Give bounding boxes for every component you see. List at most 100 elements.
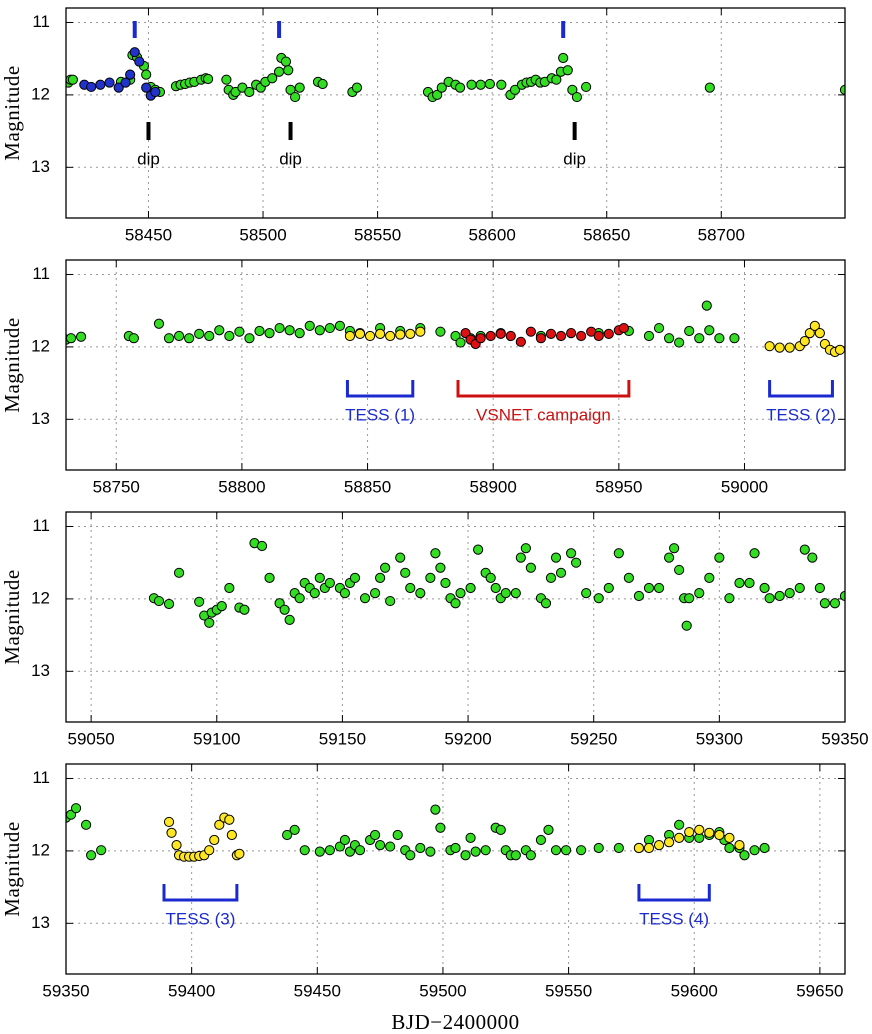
data-point	[809, 320, 820, 331]
data-point	[551, 74, 562, 85]
data-point	[125, 69, 136, 80]
data-point	[284, 325, 295, 336]
data-point	[535, 333, 547, 344]
data-point	[555, 330, 567, 342]
data-point	[364, 330, 376, 342]
data-point	[525, 562, 536, 573]
data-point	[814, 328, 825, 339]
data-point	[581, 588, 592, 599]
data-point	[290, 91, 301, 103]
data-point	[425, 572, 436, 583]
data-point	[834, 344, 845, 355]
y-tick-label: 13	[31, 913, 50, 932]
x-tick-label: 59150	[319, 729, 366, 748]
data-point	[749, 845, 760, 856]
data-point	[674, 564, 685, 576]
data-point	[440, 577, 451, 589]
data-point	[432, 89, 443, 100]
data-point	[204, 330, 215, 342]
data-point	[774, 342, 785, 353]
data-point	[653, 322, 665, 334]
x-tick-label: 59500	[419, 981, 466, 1000]
data-point	[66, 333, 77, 344]
data-point	[299, 845, 310, 856]
data-point	[385, 330, 396, 342]
data-point	[653, 582, 665, 594]
data-point	[95, 79, 106, 90]
data-point	[784, 588, 795, 599]
data-point	[264, 572, 275, 583]
x-tick-label: 59450	[294, 981, 341, 1000]
data-point	[244, 86, 255, 98]
data-point	[674, 832, 685, 843]
data-point	[643, 842, 655, 854]
data-point	[540, 598, 552, 609]
data-point	[764, 341, 775, 352]
bracket-label: TESS (1)	[345, 405, 415, 424]
data-point	[663, 552, 675, 563]
data-point	[153, 318, 165, 329]
data-point	[67, 74, 78, 85]
data-point	[490, 582, 501, 594]
data-point	[509, 84, 521, 95]
data-point	[694, 333, 705, 344]
data-point	[380, 562, 391, 573]
points	[148, 538, 845, 631]
data-point	[166, 827, 177, 838]
data-point	[75, 331, 87, 342]
data-point	[804, 328, 815, 339]
data-point	[280, 56, 292, 67]
x-tick-label: 59000	[721, 477, 768, 496]
x-tick-label: 58650	[583, 225, 630, 244]
data-point	[485, 330, 496, 342]
data-point	[663, 333, 675, 344]
data-point	[317, 78, 328, 90]
data-point	[674, 337, 685, 348]
data-point	[613, 842, 624, 854]
data-point	[565, 548, 577, 559]
data-point	[354, 328, 366, 339]
data-point	[450, 598, 461, 609]
plot-frame	[65, 259, 846, 471]
data-point	[153, 595, 165, 607]
data-point	[839, 590, 845, 602]
x-tick-label: 59300	[696, 729, 743, 748]
data-point	[764, 593, 775, 604]
data-point	[814, 582, 825, 594]
data-point	[395, 329, 406, 340]
data-point	[603, 582, 614, 594]
data-point	[70, 803, 82, 814]
data-point	[520, 543, 531, 554]
panel: 58450 58500 58550 58600 58650 58700 11 12 13 Magn…	[0, 7, 846, 244]
data-point	[510, 850, 521, 861]
data-point	[314, 325, 325, 336]
data-point	[794, 582, 805, 594]
data-point	[784, 342, 795, 353]
x-tick-label: 58800	[218, 477, 265, 496]
data-point	[395, 552, 406, 563]
data-point	[194, 328, 205, 339]
data-point	[663, 837, 675, 848]
data-point	[129, 47, 140, 58]
data-point	[128, 333, 139, 344]
data-point	[339, 834, 351, 846]
data-point	[239, 604, 250, 615]
data-point	[473, 544, 484, 555]
x-tick-label: 59050	[67, 729, 114, 748]
data-point	[375, 840, 386, 851]
data-point	[369, 829, 381, 841]
data-point	[264, 328, 275, 339]
data-point	[734, 840, 745, 851]
data-point	[216, 601, 227, 612]
data-point	[567, 84, 578, 95]
data-point	[184, 333, 195, 344]
bracket-label: TESS (2)	[766, 405, 836, 424]
data-point	[749, 548, 760, 559]
data-point	[173, 330, 185, 342]
x-tick-label: 58700	[698, 225, 745, 244]
data-point	[543, 824, 554, 835]
data-point	[204, 845, 215, 856]
data-point	[525, 326, 536, 337]
data-point	[714, 552, 725, 563]
